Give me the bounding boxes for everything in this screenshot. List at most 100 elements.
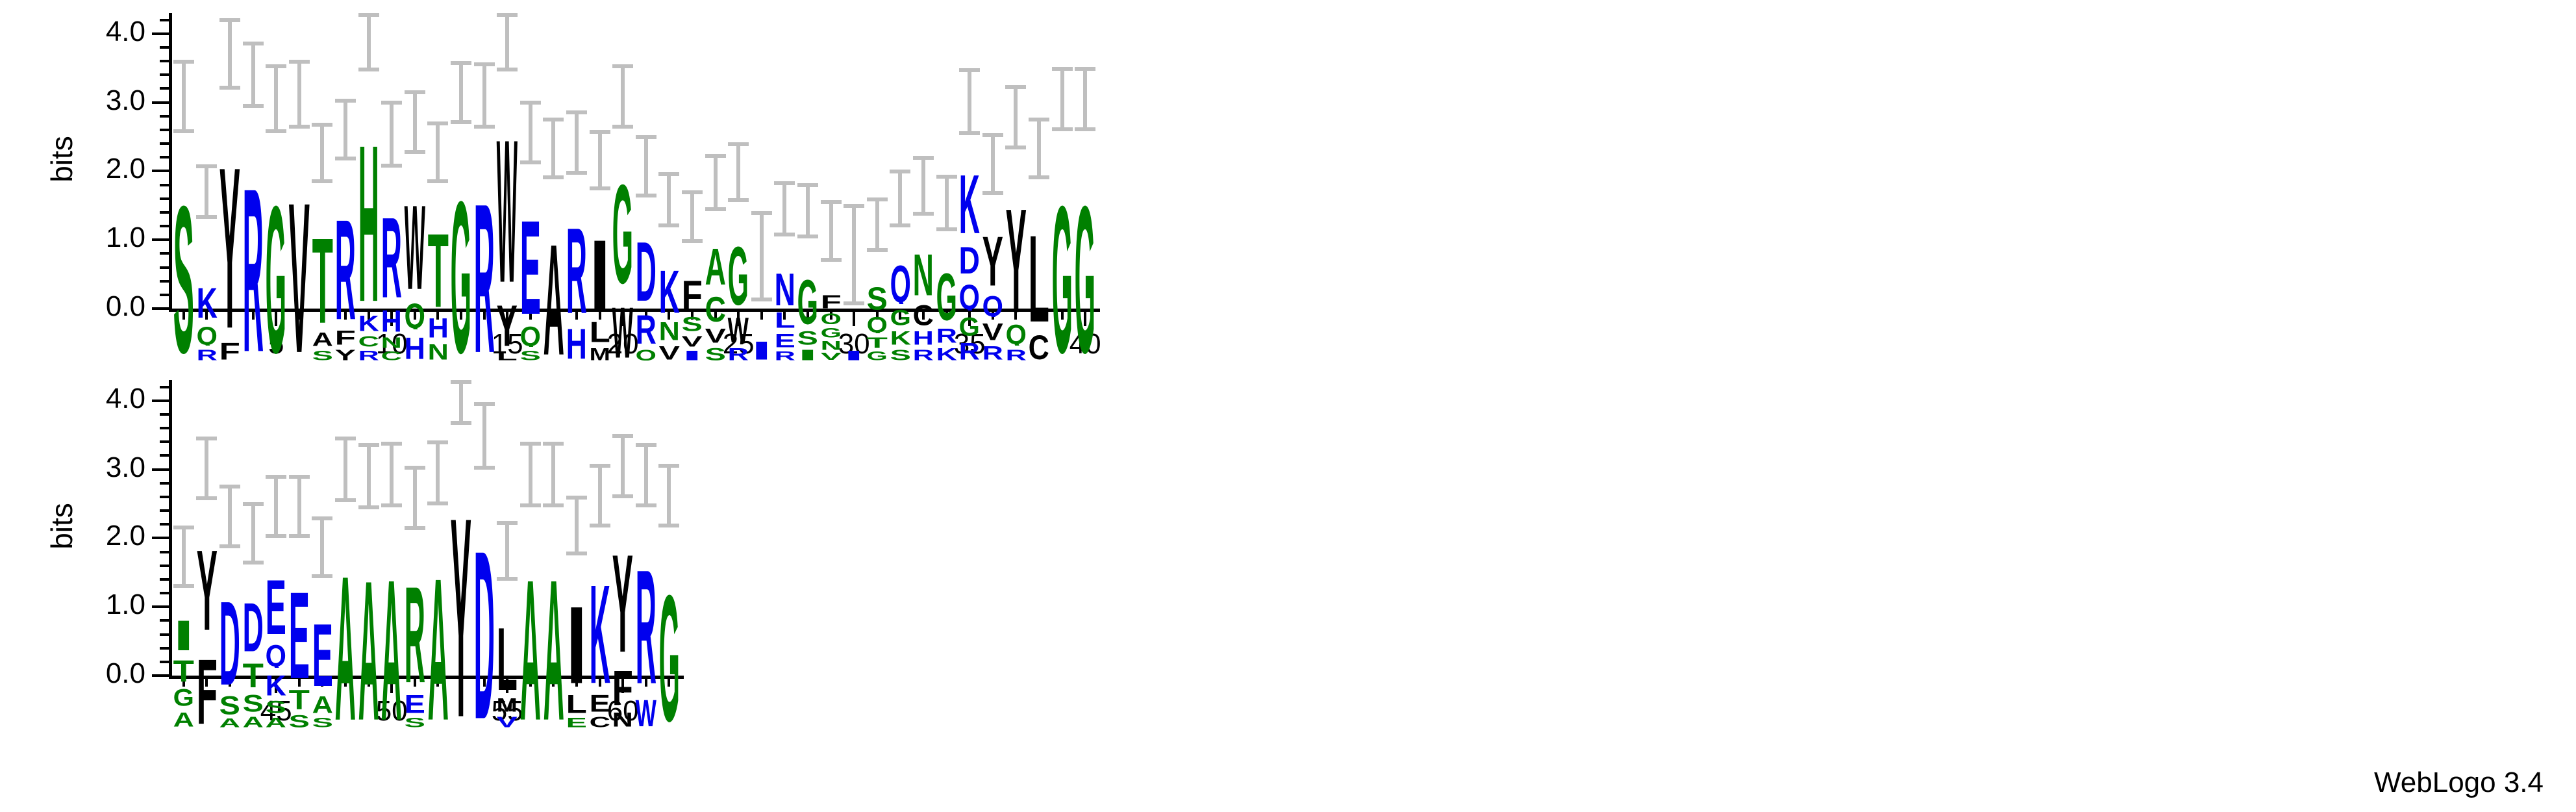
- logo-letter-15-Y: Y: [496, 290, 518, 348]
- svg-text:W: W: [405, 181, 425, 294]
- svg-text:H: H: [405, 331, 425, 361]
- y-tick-1-0.6: [160, 266, 169, 269]
- error-bar-cap-top-10: [381, 101, 403, 105]
- error-bar-wrap-17: [543, 13, 565, 309]
- x-tick-27: [783, 312, 786, 320]
- logo-letter-25-W: W: [727, 308, 749, 344]
- error-bar-cap-bottom-47: [312, 574, 333, 578]
- error-bar-cap-top-38: [1028, 117, 1049, 121]
- error-bar-wrap-37: [1005, 13, 1027, 309]
- logo-letter-37-Q: Q: [1005, 318, 1027, 345]
- svg-text:Y: Y: [219, 120, 240, 336]
- logo-letter-7-A: A: [312, 327, 334, 347]
- error-bar-wrap-60: [612, 380, 634, 676]
- error-bar-cap-bottom-17: [543, 175, 564, 180]
- svg-text:K: K: [266, 670, 287, 696]
- logo-letter-22-V: V: [658, 341, 681, 361]
- error-bar-wrap-7: [312, 13, 334, 309]
- x-tick-28: [807, 312, 809, 320]
- x-tick-6: [297, 312, 301, 320]
- svg-text:Q: Q: [867, 312, 888, 333]
- error-bar-cap-top-59: [589, 464, 610, 468]
- error-bar-cap-top-41: [173, 526, 194, 530]
- logo-letter-22-N: N: [658, 315, 681, 342]
- svg-text:R: R: [196, 347, 217, 361]
- error-bar-cap-bottom-40: [1075, 127, 1096, 131]
- logo-letter-34-G: G: [936, 256, 958, 322]
- logo-letter-31-S: S: [866, 279, 888, 311]
- x-tick-26: [760, 312, 763, 320]
- svg-text:G: G: [797, 267, 818, 326]
- svg-text:G: G: [867, 349, 888, 361]
- logo-letter-16-E: E: [519, 185, 542, 320]
- x-tick-49: [367, 679, 370, 687]
- svg-text:I: I: [797, 347, 818, 361]
- svg-text:T: T: [242, 657, 263, 689]
- error-bar-38: [1028, 117, 1049, 180]
- svg-text:A: A: [381, 538, 402, 728]
- y-tick-1-2.4: [160, 142, 169, 146]
- error-bar-cap-bottom-41: [173, 583, 194, 588]
- x-tick-23: [691, 312, 694, 320]
- error-bar-45: [266, 475, 287, 539]
- x-tick-13: [460, 312, 462, 320]
- logo-letter-9-C: C: [358, 332, 380, 347]
- logo-letter-5-G: G: [265, 151, 287, 361]
- x-tick-label-10: 10: [375, 328, 408, 360]
- logo-letter-12-T: T: [427, 206, 449, 311]
- error-bar-cap-bottom-21: [635, 193, 657, 197]
- error-bar-cap-top-46: [288, 475, 310, 479]
- x-tick-label-50: 50: [375, 695, 408, 727]
- svg-text:F: F: [820, 292, 841, 309]
- logo-letter-18-H: H: [566, 318, 588, 361]
- error-bar-cap-bottom-3: [219, 86, 240, 90]
- error-bar-cap-top-25: [728, 142, 749, 146]
- error-bar-cap-bottom-2: [196, 215, 218, 220]
- svg-text:G: G: [173, 685, 194, 707]
- logo-letter-59-E: E: [589, 689, 611, 713]
- error-bar-cap-top-18: [566, 110, 587, 115]
- x-tick-61: [644, 679, 647, 687]
- logo-letter-37-Y: Y: [1005, 170, 1027, 318]
- error-bar-wrap-58: [566, 380, 588, 676]
- svg-text:I: I: [566, 584, 587, 687]
- logo-letter-36-Q: Q: [982, 288, 1004, 317]
- y-tick-label-1-2.0: 2.0: [105, 153, 145, 185]
- svg-text:L: L: [1029, 209, 1049, 326]
- logo-letter-24-A: A: [705, 235, 727, 287]
- error-bar-44: [242, 502, 264, 565]
- x-tick-34: [945, 312, 948, 320]
- error-bar-wrap-47: [312, 380, 334, 676]
- logo-stack-13: G: [450, 65, 472, 361]
- error-bar-cap-bottom-60: [612, 494, 634, 498]
- y-tick-label-2-1.0: 1.0: [105, 589, 145, 621]
- error-bar-cap-top-33: [912, 156, 934, 160]
- logo-letter-8-F: F: [334, 325, 356, 345]
- x-tick-9: [367, 312, 370, 320]
- logo-stack-30: I: [843, 65, 865, 361]
- error-bar-wrap-8: [334, 13, 356, 309]
- svg-text:K: K: [196, 280, 218, 320]
- x-tick-2: [205, 312, 208, 320]
- error-bar-cap-bottom-5: [266, 129, 287, 134]
- error-bar-15: [497, 13, 518, 71]
- error-bar-cap-bottom-13: [450, 120, 471, 125]
- x-tick-51: [413, 679, 416, 687]
- svg-text:I: I: [173, 613, 194, 652]
- logo-letter-52-A: A: [427, 525, 449, 728]
- svg-text:L: L: [774, 309, 795, 329]
- error-bar-cap-bottom-46: [288, 534, 310, 539]
- svg-text:A: A: [312, 329, 332, 347]
- svg-text:Y: Y: [612, 526, 633, 657]
- error-bar-wrap-31: [866, 13, 888, 309]
- error-bar-21: [635, 135, 657, 197]
- svg-text:C: C: [589, 714, 610, 728]
- svg-text:A: A: [266, 715, 286, 728]
- error-bar-55: [497, 520, 518, 581]
- logo-letter-20-G: G: [612, 147, 634, 288]
- svg-text:R: R: [728, 345, 749, 361]
- logo-row-2: bits 0.0 1.0 2.0 3.0 4.0 45 50 55 60 A G T I F Y A S D A S T D…: [0, 380, 2576, 728]
- svg-text:L: L: [497, 609, 518, 693]
